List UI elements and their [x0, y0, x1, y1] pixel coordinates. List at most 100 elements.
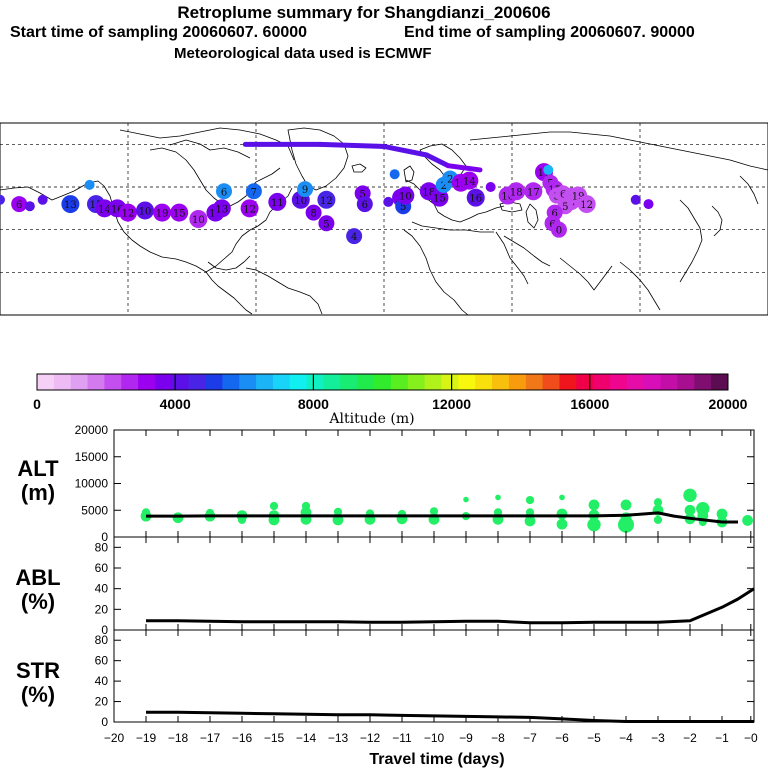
coast-britain	[403, 165, 415, 183]
colorbar-cell	[660, 374, 678, 390]
alt-scatter-point	[587, 517, 601, 532]
plume-marker-label: 12	[243, 204, 256, 215]
coast-arctic-isles-2	[169, 139, 251, 159]
map-graticule	[0, 123, 768, 316]
colorbar-cell	[390, 374, 409, 390]
x-tick-label: −11	[392, 731, 412, 745]
alt-scatter-point	[172, 512, 184, 524]
colorbar-cell	[643, 374, 662, 390]
colorbar-cell	[374, 374, 392, 390]
plume-marker	[216, 183, 232, 200]
alt-scatter-point	[237, 515, 247, 524]
colorbar-cell	[559, 374, 577, 390]
y-tick-label: 20	[95, 695, 109, 709]
y-tick-label: 0	[101, 715, 108, 729]
plume-marker-label: 5	[359, 189, 365, 200]
plume-marker-label: 18	[510, 187, 523, 198]
colorbar-tick-label: 0	[33, 396, 41, 412]
y-tick-label: 20000	[75, 423, 109, 437]
plume-marker	[297, 181, 314, 198]
panel-alt: 0 5000 10000 15000 20000 ALT(m)	[17, 423, 755, 544]
plume-marker-label: 2	[441, 181, 447, 192]
plume-marker-label: 11	[271, 198, 284, 209]
colorbar-cell	[272, 374, 291, 390]
plume-marker-label: 0	[556, 226, 562, 237]
plume-marker-label: 6	[551, 209, 557, 220]
colorbar-cell	[492, 374, 510, 390]
coast-central-america	[205, 271, 253, 315]
coast-south-america	[245, 267, 323, 315]
panel-ylabel: STR	[16, 658, 60, 683]
panel-ylabel-unit: (m)	[21, 480, 55, 505]
colorbar-ticks: 0 4000 8000 12000 16000 20000	[33, 374, 748, 412]
alt-scatter-point	[618, 516, 634, 533]
coast-mediterranean	[411, 221, 494, 233]
alt-scatter-point	[141, 508, 151, 517]
plume-marker	[305, 204, 322, 221]
plume-marker-label: 7	[251, 187, 257, 198]
plume-marker	[346, 228, 363, 245]
alt-scatter-point	[716, 508, 728, 520]
panel-frame	[113, 536, 755, 631]
colorbar-cell	[37, 374, 55, 390]
plume-marker-label: 5	[400, 202, 406, 213]
alt-scatter-point	[588, 499, 600, 511]
y-tick-label: 5000	[81, 503, 108, 517]
plume-marker-label: 10	[399, 192, 412, 203]
plume-marker	[317, 190, 336, 209]
colorbar-cell	[677, 374, 695, 390]
plume-marker-label: 2	[447, 174, 453, 185]
y-tick-label: 10000	[75, 477, 109, 491]
colorbar-tick-label: 4000	[160, 396, 191, 412]
plume-marker-label: 16	[111, 204, 124, 215]
x-tick-label: −10	[424, 731, 445, 745]
plume-marker-label: 6	[16, 200, 22, 211]
x-tick-label: −14	[296, 731, 317, 745]
alt-scatter-point	[333, 507, 343, 516]
plume-marker-label: 14	[463, 177, 476, 188]
plume-marker	[485, 182, 496, 192]
colorbar-cell	[441, 374, 459, 390]
x-tick-label: −5	[587, 731, 601, 745]
plume-marker	[37, 194, 48, 205]
plume-marker-label: 17	[538, 168, 551, 179]
plume-marker	[550, 221, 567, 238]
plume-marker	[245, 183, 262, 200]
x-tick-label: −16	[232, 731, 253, 745]
coast-japan	[711, 205, 723, 237]
panel-abl: 0 20 40 60 80 ABL(%)	[15, 536, 755, 637]
plume-marker-label: 10	[139, 206, 152, 217]
coast-east-asia	[679, 199, 703, 283]
x-tick-label: −19	[136, 731, 157, 745]
coast-iceland	[351, 163, 367, 173]
coast-india	[559, 257, 613, 291]
panel-ylabel: ABL	[15, 565, 60, 590]
coast-caspian	[525, 203, 539, 229]
plume-marker	[383, 196, 394, 207]
colorbar-cell	[306, 374, 325, 390]
end-time-label: End time of sampling 20060607. 90000	[404, 24, 695, 41]
plume-marker-label: 8	[310, 209, 316, 220]
alt-scatter-point	[684, 504, 696, 516]
page-title: Retroplume summary for Shangdianzi_20060…	[177, 3, 551, 22]
series-line	[146, 710, 754, 723]
alt-scatter-point	[620, 499, 632, 511]
coast-kamchatka	[739, 175, 759, 205]
colorbar-cell	[121, 374, 139, 390]
plume-track-segment	[445, 163, 483, 173]
x-tick-label: −1	[715, 731, 729, 745]
colorbar-cell	[508, 374, 527, 390]
plume-marker	[153, 203, 172, 222]
alt-scatter-point	[524, 515, 536, 527]
coast-arabia	[503, 235, 551, 267]
y-tick-label: 15000	[75, 450, 109, 464]
coast-africa	[403, 229, 469, 316]
coast-siberia	[469, 131, 768, 171]
plume-marker	[466, 188, 485, 207]
start-time-label: Start time of sampling 20060607. 60000	[10, 24, 308, 41]
coast-greenland	[287, 127, 349, 191]
plume-marker-label: 15	[173, 209, 186, 220]
plume-points: 6131514161210191510146131271110981254561…	[0, 163, 654, 245]
plume-marker	[240, 199, 259, 218]
plume-marker-label: 10	[294, 196, 307, 207]
